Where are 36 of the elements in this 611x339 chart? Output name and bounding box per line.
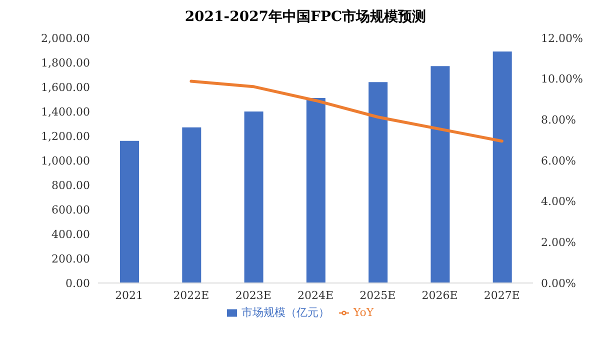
- x-tick-label: 2021: [115, 288, 144, 302]
- chart-title: 2021-2027年中国FPC市场规模预测: [184, 8, 428, 26]
- y2-tick-label: 10.00%: [541, 72, 583, 86]
- y2-tick-label: 6.00%: [541, 154, 576, 168]
- y2-tick-label: 2.00%: [541, 236, 576, 250]
- x-tick-label: 2022E: [173, 288, 210, 302]
- y-tick-label: 1,800.00: [41, 56, 90, 70]
- y-tick-label: 600.00: [52, 203, 90, 216]
- bar: [368, 82, 388, 283]
- y-tick-label: 1,400.00: [41, 105, 90, 118]
- bar: [492, 51, 512, 283]
- y-tick-label: 2,000.00: [41, 32, 90, 45]
- y-tick-label: 200.00: [52, 252, 90, 266]
- x-tick-label: 2027E: [484, 288, 520, 302]
- line-series: [190, 80, 504, 143]
- x-tick-label: 2023E: [235, 288, 272, 302]
- bar: [430, 66, 450, 283]
- bar: [244, 112, 264, 283]
- y2-tick-label: 0.00%: [541, 276, 576, 290]
- y2-tick-label: 4.00%: [541, 195, 576, 208]
- y-tick-label: 1,600.00: [41, 80, 90, 94]
- x-tick-label: 2026E: [422, 288, 458, 302]
- x-tick-label: 2024E: [297, 288, 334, 302]
- legend-label: YoY: [353, 306, 374, 319]
- y2-tick-label: 8.00%: [541, 114, 576, 127]
- y-tick-label: 800.00: [52, 178, 90, 192]
- y-tick-label: 1,000.00: [41, 154, 90, 168]
- y-tick-label: 0.00: [66, 276, 90, 290]
- x-tick-label: 2025E: [360, 288, 396, 302]
- y2-tick-label: 12.00%: [541, 32, 583, 45]
- legend-label: 市场规模（亿元）: [241, 306, 330, 319]
- bar: [306, 98, 326, 283]
- y-tick-label: 400.00: [52, 228, 90, 241]
- bar: [120, 140, 139, 283]
- bar: [182, 127, 202, 283]
- y-tick-label: 1,200.00: [41, 130, 90, 143]
